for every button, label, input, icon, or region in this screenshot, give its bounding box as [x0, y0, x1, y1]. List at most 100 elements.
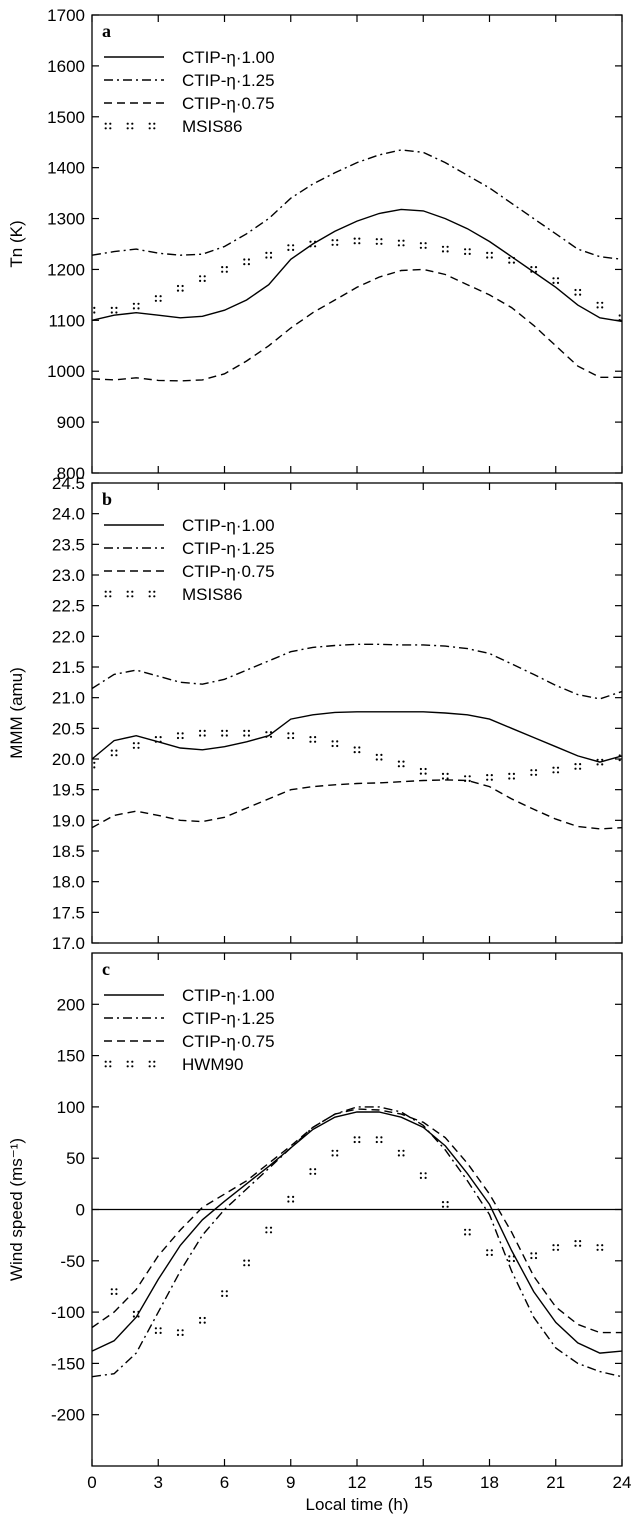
legend-label: CTIP-η·1.25: [182, 71, 275, 90]
y-axis-label: Tn (K): [7, 220, 26, 267]
legend-label: CTIP-η·0.75: [182, 1032, 275, 1051]
y-tick-label: 1200: [47, 260, 85, 279]
data-point: [508, 256, 516, 264]
series-markers-3: [93, 237, 621, 322]
y-tick-label: 18.0: [52, 873, 85, 892]
data-point: [287, 244, 295, 251]
data-point: [331, 1149, 339, 1157]
legend-marker: [126, 590, 134, 598]
data-point: [221, 1290, 228, 1297]
data-point: [110, 306, 118, 314]
panel-letter: b: [102, 489, 112, 509]
data-point: [132, 302, 140, 310]
data-point: [287, 1195, 295, 1203]
x-tick-label: 12: [348, 1473, 367, 1492]
x-tick-label: 15: [414, 1473, 433, 1492]
y-tick-label: 1100: [48, 311, 85, 330]
data-point: [464, 248, 471, 255]
legend-marker: [148, 590, 156, 598]
data-point: [375, 238, 383, 245]
plot-frame: [91, 482, 623, 944]
legend-label: CTIP-η·1.25: [182, 539, 275, 558]
data-point: [464, 775, 471, 783]
series-markers-3: [93, 729, 621, 783]
data-point: [618, 754, 621, 762]
data-point: [243, 258, 250, 266]
data-point: [176, 284, 184, 292]
data-point: [530, 266, 538, 273]
panel-c: 0 3 6 9 12 15 18 21 24 -200 -150 -100 -50 0 50 100 150 20…: [7, 952, 631, 1514]
data-point: [486, 774, 493, 781]
data-point: [574, 1240, 582, 1247]
legend-label: CTIP-η·0.75: [182, 94, 275, 113]
data-point: [309, 240, 317, 248]
data-point: [441, 772, 449, 780]
data-point: [419, 767, 427, 775]
y-tick-label: 200: [57, 995, 85, 1014]
data-point: [93, 306, 96, 314]
data-point: [154, 295, 162, 302]
data-point: [397, 760, 405, 768]
y-tick-label: 21.5: [52, 658, 85, 677]
plot-area: [92, 149, 622, 382]
data-point: [331, 740, 339, 748]
data-point: [243, 1259, 250, 1267]
data-point: [353, 746, 361, 754]
data-point: [93, 761, 96, 769]
data-point: [243, 729, 250, 737]
data-point: [176, 732, 184, 740]
data-point: [596, 758, 604, 766]
y-tick-label: 0: [76, 1201, 85, 1220]
legend: CTIP-η·1.00 CTIP-η·1.25 CTIP-η·0.75 HWM90: [104, 986, 275, 1074]
legend-label: CTIP-η·1.25: [182, 1009, 275, 1028]
data-point: [419, 242, 427, 249]
data-point: [265, 1226, 273, 1234]
y-axis-label: Wind speed (ms⁻¹): [7, 1138, 26, 1281]
y-tick-label: 900: [57, 413, 85, 432]
y-tick-label: 22.0: [52, 627, 85, 646]
x-axis-label: Local time (h): [306, 1495, 409, 1514]
data-point: [530, 769, 538, 776]
y-tick-label: -200: [51, 1406, 85, 1425]
series-line-1: [92, 643, 622, 700]
data-point: [331, 239, 339, 246]
series-line-0: [92, 1111, 622, 1354]
legend-marker: [104, 122, 112, 130]
data-point: [486, 1249, 493, 1256]
data-point: [486, 251, 493, 259]
plot-frame: [91, 14, 623, 474]
data-point: [199, 275, 206, 282]
data-point: [464, 1228, 471, 1236]
y-tick-label: -50: [60, 1252, 85, 1271]
data-point: [552, 277, 560, 284]
y-tick-label: 1700: [47, 6, 85, 25]
legend-label: CTIP-η·1.00: [182, 48, 275, 67]
x-tick-label: 0: [87, 1473, 96, 1492]
data-point: [110, 1288, 118, 1295]
legend: CTIP-η·1.00 CTIP-η·1.25 CTIP-η·0.75 MSIS86: [104, 516, 275, 604]
data-point: [552, 766, 560, 774]
data-point: [154, 736, 162, 743]
x-tick-label: 21: [546, 1473, 565, 1492]
data-point: [419, 1172, 427, 1179]
data-point: [375, 753, 383, 761]
series-line-1: [92, 1106, 622, 1378]
legend-marker: [104, 1060, 112, 1068]
y-tick-label: -150: [51, 1354, 85, 1373]
legend-marker: [148, 1060, 156, 1068]
legend-label: MSIS86: [182, 117, 242, 136]
legend-marker: [126, 1060, 134, 1068]
y-tick-label: 1300: [47, 210, 85, 229]
legend-label: HWM90: [182, 1055, 243, 1074]
y-tick-label: 23.0: [52, 566, 85, 585]
y-tick-label: 20.5: [52, 719, 85, 738]
data-point: [265, 251, 273, 259]
y-tick-label: 19.0: [52, 811, 85, 830]
panel-a: 800 900 1000 1100 1200 1300 1400 1500 1600 1700 Tn…: [7, 6, 623, 483]
series-line-0: [92, 711, 622, 763]
legend: CTIP-η·1.00 CTIP-η·1.25 CTIP-η·0.75 MSIS86: [104, 48, 275, 136]
data-point: [596, 301, 604, 309]
y-tick-label: 1000: [47, 362, 85, 381]
y-tick-label: 1500: [47, 108, 85, 127]
